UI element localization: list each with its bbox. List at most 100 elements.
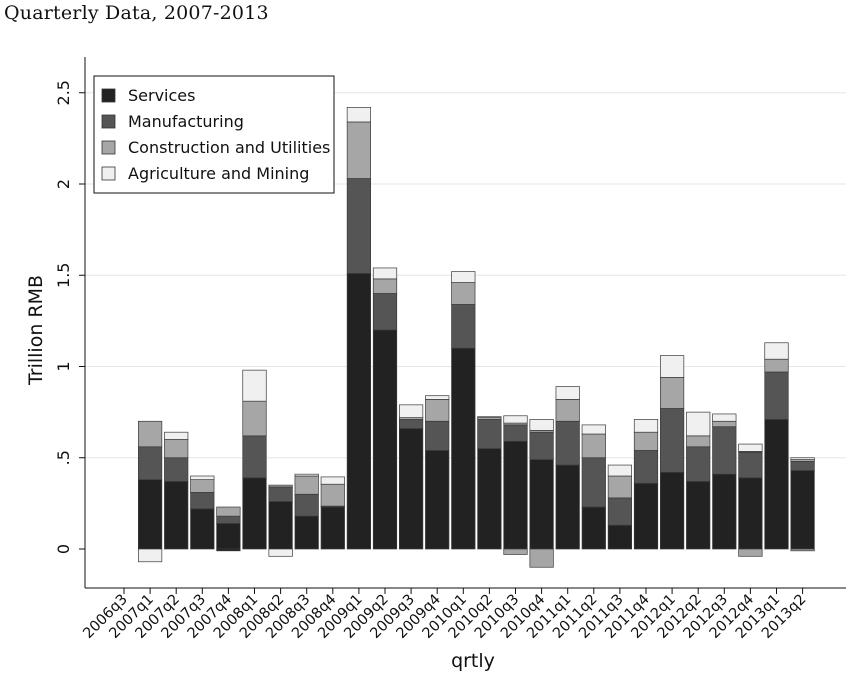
bar-services-2012q3 xyxy=(712,473,737,550)
bar-agriculture-and-mining-2007q3 xyxy=(190,475,215,480)
bar-construction-and-utilities-2007q3 xyxy=(190,479,215,493)
bar-manufacturing-2008q1 xyxy=(242,435,267,479)
bar-construction-and-utilities-2011q3 xyxy=(607,475,633,499)
legend-label-construction-and-utilities: Construction and Utilities xyxy=(128,138,330,157)
bar-agriculture-and-mining-2009q3 xyxy=(399,404,424,418)
bar-agriculture-and-mining-2011q3 xyxy=(607,464,633,477)
bar-manufacturing-2010q3 xyxy=(503,424,528,442)
legend-swatch-agriculture-and-mining xyxy=(101,166,116,181)
bar-services-2009q1 xyxy=(346,273,371,550)
bar-manufacturing-2011q3 xyxy=(607,497,633,526)
legend-swatch-manufacturing xyxy=(101,114,116,129)
y-tick-label: 1 xyxy=(54,361,73,371)
bar-construction-and-utilities-2007q4 xyxy=(216,506,241,517)
y-tick-label: 2.5 xyxy=(54,80,73,105)
bar-neg-construction-and-utilities-2010q4 xyxy=(529,548,554,568)
y-tick-label: 0 xyxy=(54,544,73,554)
bar-manufacturing-2012q3 xyxy=(712,426,737,475)
bar-manufacturing-2007q1 xyxy=(138,446,163,480)
bar-services-2008q3 xyxy=(294,515,319,550)
bar-construction-and-utilities-2011q2 xyxy=(581,433,606,459)
bar-manufacturing-2010q4 xyxy=(529,431,554,460)
bar-manufacturing-2007q3 xyxy=(190,492,215,510)
bar-services-2010q4 xyxy=(529,459,554,550)
bar-services-2011q1 xyxy=(555,464,580,550)
bar-manufacturing-2007q2 xyxy=(164,457,189,482)
bar-agriculture-and-mining-2011q2 xyxy=(581,424,606,435)
bar-manufacturing-2009q3 xyxy=(399,419,424,429)
bar-services-2013q2 xyxy=(790,470,815,550)
bar-manufacturing-2012q4 xyxy=(738,451,763,479)
bar-agriculture-and-mining-2007q1 xyxy=(138,548,163,563)
bar-construction-and-utilities-2012q1 xyxy=(659,377,685,409)
bar-services-2008q2 xyxy=(268,501,293,550)
bar-services-2012q2 xyxy=(686,481,711,550)
x-axis-label: qrtly xyxy=(451,650,495,672)
bar-manufacturing-2008q3 xyxy=(294,493,319,517)
y-tick-label: 1.5 xyxy=(54,263,73,288)
bar-manufacturing-2010q2 xyxy=(477,419,502,449)
bar-services-2007q1 xyxy=(138,479,163,550)
bar-services-2010q3 xyxy=(503,440,528,550)
bar-manufacturing-2007q4 xyxy=(216,515,241,524)
bar-agriculture-and-mining-2010q1 xyxy=(451,271,476,283)
bar-neg-construction-and-utilities-2010q3 xyxy=(503,548,528,555)
bar-manufacturing-2008q2 xyxy=(268,486,293,502)
legend-label-agriculture-and-mining: Agriculture and Mining xyxy=(128,164,309,183)
bar-manufacturing-2009q2 xyxy=(372,293,398,331)
bar-construction-and-utilities-2012q2 xyxy=(686,435,711,448)
bar-services-2007q2 xyxy=(164,481,189,550)
bar-construction-and-utilities-2012q3 xyxy=(712,420,737,428)
bar-construction-and-utilities-2008q3 xyxy=(294,475,319,495)
x-ticks: 2006q32007q12007q22007q32007q42008q12008… xyxy=(80,588,809,642)
bar-construction-and-utilities-2011q4 xyxy=(633,431,659,451)
bar-agriculture-and-mining-2012q3 xyxy=(712,413,737,422)
bar-agriculture-and-mining-2010q4 xyxy=(529,419,554,431)
y-axis-label: Trillion RMB xyxy=(25,275,47,386)
bar-construction-and-utilities-2008q1 xyxy=(242,400,267,437)
bar-manufacturing-2013q2 xyxy=(790,461,815,471)
bar-services-2010q2 xyxy=(477,448,502,550)
bars xyxy=(138,106,815,568)
bar-services-2007q4 xyxy=(216,523,241,550)
bar-services-2011q3 xyxy=(607,524,633,550)
bar-services-2009q3 xyxy=(399,428,424,550)
y-ticks: 0 .5 1 1.5 2 2.5 xyxy=(54,80,85,554)
bar-services-2012q1 xyxy=(659,472,685,550)
bar-agriculture-and-mining-2012q2 xyxy=(686,411,711,437)
bar-manufacturing-2012q1 xyxy=(659,408,685,473)
bar-agriculture-and-mining-2008q3 xyxy=(294,473,319,477)
bar-construction-and-utilities-2007q1 xyxy=(138,420,163,448)
bar-construction-and-utilities-2009q1 xyxy=(346,121,371,179)
bar-services-2008q4 xyxy=(320,506,345,550)
y-tick-label: .5 xyxy=(54,450,73,465)
bar-construction-and-utilities-2013q1 xyxy=(764,358,789,373)
bar-services-2008q1 xyxy=(242,477,267,550)
y-tick-label: 2 xyxy=(54,179,73,189)
legend-label-manufacturing: Manufacturing xyxy=(128,112,244,131)
bar-agriculture-and-mining-2013q2 xyxy=(790,457,815,460)
bar-agriculture-and-mining-2010q3 xyxy=(503,415,528,424)
bar-manufacturing-2010q1 xyxy=(451,304,476,349)
bar-construction-and-utilities-2009q4 xyxy=(425,399,450,422)
legend-box xyxy=(93,75,335,194)
bar-agriculture-and-mining-2011q1 xyxy=(555,386,580,400)
bar-manufacturing-2011q1 xyxy=(555,420,580,466)
bar-services-2013q1 xyxy=(764,419,789,550)
bar-manufacturing-2011q2 xyxy=(581,457,606,508)
bar-agriculture-and-mining-2013q1 xyxy=(764,342,789,360)
bar-manufacturing-2009q4 xyxy=(425,420,450,451)
bar-services-2007q3 xyxy=(190,508,215,550)
axes xyxy=(84,57,846,589)
bar-construction-and-utilities-2008q4 xyxy=(320,483,345,507)
bar-neg-construction-and-utilities-2013q2 xyxy=(790,548,815,552)
bar-construction-and-utilities-2010q1 xyxy=(451,282,476,305)
legend: Services Manufacturing Construction and Ut… xyxy=(93,75,335,194)
bar-agriculture-and-mining-2008q4 xyxy=(320,476,345,485)
bar-construction-and-utilities-2008q2 xyxy=(268,484,293,488)
bar-services-2009q2 xyxy=(372,329,398,550)
bar-construction-and-utilities-2009q2 xyxy=(372,278,398,294)
bar-services-2012q4 xyxy=(738,477,763,550)
bar-manufacturing-2013q1 xyxy=(764,371,789,420)
